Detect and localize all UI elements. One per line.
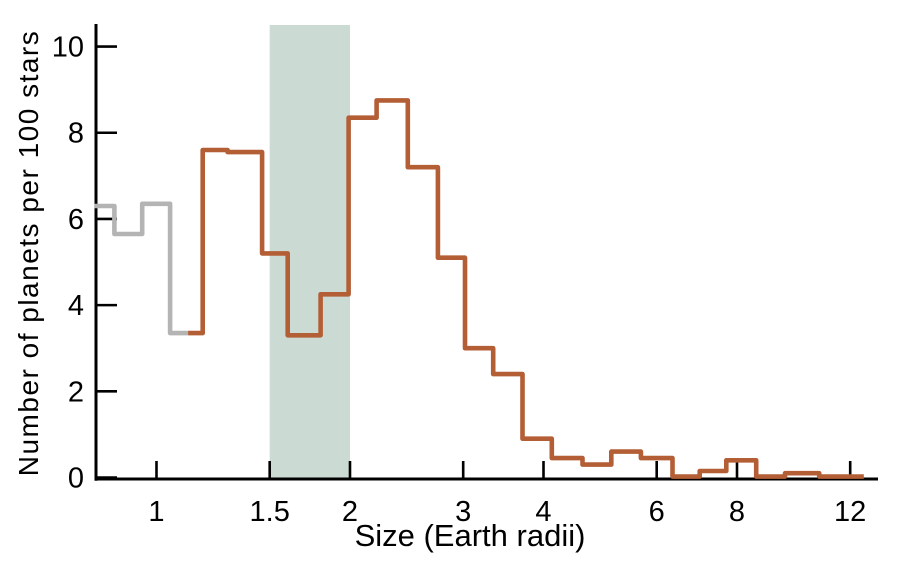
x-tick-label: 8 xyxy=(729,496,745,528)
y-axis-tick-labels: 0 2 4 6 8 10 xyxy=(52,32,84,495)
x-axis-ticks xyxy=(155,461,852,479)
y-axis-ticks xyxy=(95,45,117,479)
y-tick-label: 8 xyxy=(68,118,84,150)
histogram-step-line-incomplete xyxy=(94,201,189,336)
x-tick-label: 12 xyxy=(834,496,866,528)
histogram-step-line xyxy=(188,98,864,479)
x-axis-tick-labels: 1 1.5 2 3 4 6 8 12 xyxy=(148,496,866,528)
y-tick-label: 0 xyxy=(68,463,84,495)
x-tick-label: 6 xyxy=(649,496,665,528)
y-tick-label: 6 xyxy=(68,204,84,236)
y-axis-title: Number of planets per 100 stars xyxy=(13,30,44,476)
x-tick-label: 4 xyxy=(535,496,551,528)
x-tick-label: 1 xyxy=(148,496,164,528)
y-tick-label: 10 xyxy=(52,32,84,64)
x-axis-title: Size (Earth radii) xyxy=(355,518,586,553)
x-tick-label: 1.5 xyxy=(250,496,290,528)
y-tick-label: 4 xyxy=(68,290,84,322)
x-tick-label: 3 xyxy=(455,496,471,528)
x-tick-label: 2 xyxy=(342,496,358,528)
y-tick-label: 2 xyxy=(68,376,84,408)
